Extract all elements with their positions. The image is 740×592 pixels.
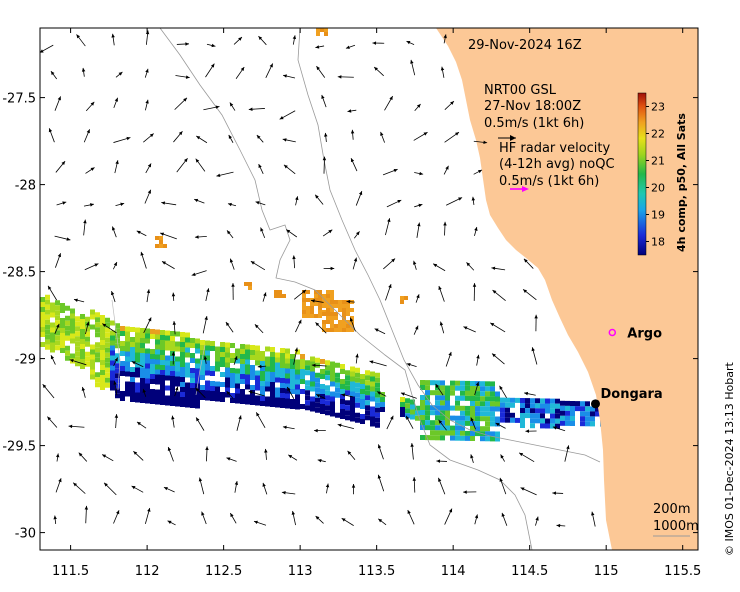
sst-pixels [40,28,605,442]
y-tick-label: -27.5 [2,92,36,107]
colorbar-tick-label: 18 [651,236,665,249]
colorbar-tick-label: 21 [651,155,665,168]
y-axis-ticks: -27.5 -28 -28.5 -29 -29.5 -30 [2,92,698,542]
credit-text: © IMOS 01-Dec-2024 13:13 Hobart [723,361,736,556]
ridge-line [111,299,206,396]
date-label: 29-Nov-2024 16Z [468,38,582,53]
x-tick-label: 113 [288,564,313,579]
model-label: NRT00 GSL [484,83,557,98]
x-tick-label: 114 [441,564,466,579]
x-tick-label: 115 [594,564,619,579]
hf-title: HF radar velocity [499,141,611,156]
x-tick-label: 114.5 [511,564,548,579]
dongara-label: Dongara [600,387,662,402]
y-tick-label: -29 [15,353,36,368]
x-axis-ticks: 111.5 112 112.5 113 113.5 114 114.5 115 115.5 [52,28,701,579]
colorbar [637,92,647,256]
colorbar-tick-label: 19 [651,209,665,222]
land-mass [436,28,698,550]
isobath-1000m [159,28,533,550]
contour-1000-label: 1000m [653,519,699,534]
x-tick-label: 111.5 [52,564,89,579]
colorbar-title: 4h comp, p50, All Sats [675,113,688,252]
contour-200-label: 200m [653,502,690,517]
x-tick-label: 113.5 [358,564,395,579]
colorbar-tick-label: 22 [651,128,665,141]
argo-label: Argo [627,327,662,342]
dongara-marker [590,399,600,409]
hf-scale-arrowhead [522,186,529,192]
current-arrows [40,30,596,528]
isobath-200m [297,28,601,463]
x-tick-label: 112 [135,564,160,579]
colorbar-tick-label: 23 [651,101,665,114]
y-tick-label: -28 [15,179,36,194]
y-tick-label: -28.5 [2,266,36,281]
model-scale: 0.5m/s (1kt 6h) [484,116,584,131]
argo-float-marker [608,328,617,337]
model-scale-arrowhead [510,135,516,141]
model-time: 27-Nov 18:00Z [484,99,581,114]
colorbar-ticks: 18 19 20 21 22 23 [646,101,665,249]
x-tick-label: 112.5 [205,564,242,579]
colorbar-tick-label: 20 [651,182,665,195]
hf-avg: (4-12h avg) noQC [499,157,615,172]
y-tick-label: -30 [15,527,36,542]
plot-frame [39,27,699,551]
x-tick-label: 115.5 [664,564,701,579]
hf-scale: 0.5m/s (1kt 6h) [499,174,599,189]
y-tick-label: -29.5 [2,440,36,455]
